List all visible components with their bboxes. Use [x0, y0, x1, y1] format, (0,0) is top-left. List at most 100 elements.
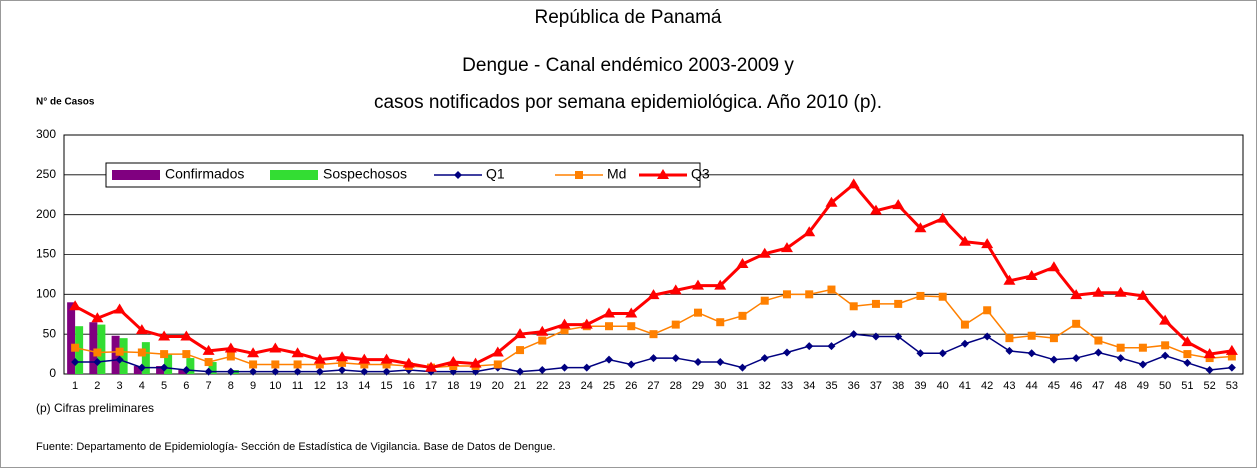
marker — [1049, 355, 1058, 364]
marker — [538, 366, 547, 375]
marker — [71, 343, 80, 352]
x-tick-label: 21 — [514, 380, 526, 392]
marker — [1027, 331, 1036, 340]
x-tick-label: 32 — [759, 380, 771, 392]
marker — [113, 303, 126, 314]
bar — [178, 370, 187, 374]
x-tick-label: 20 — [492, 380, 504, 392]
marker — [315, 367, 324, 376]
x-tick-label: 16 — [403, 380, 415, 392]
marker — [249, 360, 258, 369]
marker — [293, 360, 302, 369]
marker — [1072, 319, 1081, 328]
marker — [805, 290, 814, 299]
marker — [1005, 334, 1014, 343]
marker — [202, 344, 215, 355]
marker — [960, 339, 969, 348]
marker — [247, 347, 260, 358]
marker — [849, 302, 858, 311]
marker — [805, 342, 814, 351]
marker — [226, 352, 235, 361]
x-tick-label: 6 — [183, 380, 189, 392]
y-axis-label: N° de Casos — [36, 97, 95, 108]
x-tick-label: 34 — [803, 380, 815, 392]
marker — [693, 358, 702, 367]
x-tick-label: 2 — [94, 380, 100, 392]
marker — [825, 196, 838, 207]
marker — [380, 353, 393, 364]
marker — [1183, 350, 1192, 359]
title-line: República de Panamá — [535, 7, 722, 28]
marker — [558, 318, 571, 329]
x-tick-label: 4 — [139, 380, 145, 392]
marker — [894, 299, 903, 308]
marker — [916, 349, 925, 358]
marker — [516, 367, 525, 376]
marker — [402, 357, 415, 368]
x-tick-label: 41 — [959, 380, 971, 392]
marker — [454, 171, 462, 179]
marker — [226, 367, 235, 376]
marker — [447, 356, 460, 367]
marker — [627, 360, 636, 369]
marker — [160, 350, 169, 359]
marker — [958, 235, 971, 246]
marker — [1225, 344, 1238, 355]
x-tick-label: 26 — [625, 380, 637, 392]
marker — [981, 238, 994, 249]
bar — [164, 354, 173, 374]
marker — [1094, 336, 1103, 345]
bar — [97, 324, 106, 374]
x-tick-label: 5 — [161, 380, 167, 392]
y-tick-label: 200 — [36, 207, 56, 221]
marker — [135, 324, 148, 335]
marker — [93, 358, 102, 367]
marker — [158, 330, 171, 341]
marker — [180, 330, 193, 341]
marker — [603, 307, 616, 318]
x-tick-label: 28 — [670, 380, 682, 392]
marker — [669, 284, 682, 295]
bar — [111, 335, 120, 374]
marker — [224, 342, 237, 353]
marker — [1003, 274, 1016, 285]
bar — [133, 366, 142, 374]
marker — [760, 296, 769, 305]
legend-label: Sospechosos — [323, 166, 407, 182]
marker — [291, 347, 304, 358]
marker — [582, 363, 591, 372]
marker — [782, 290, 791, 299]
bar — [67, 302, 76, 374]
marker — [649, 354, 658, 363]
x-tick-label: 51 — [1181, 380, 1193, 392]
marker — [1227, 363, 1236, 372]
marker — [849, 330, 858, 339]
marker — [115, 355, 124, 364]
x-tick-label: 33 — [781, 380, 793, 392]
marker — [1161, 341, 1170, 350]
x-tick-label: 27 — [647, 380, 659, 392]
x-tick-label: 1 — [72, 380, 78, 392]
marker — [780, 242, 793, 253]
title-line: Dengue - Canal endémico 2003-2009 y — [462, 55, 794, 76]
source-note: Fuente: Departamento de Epidemiología- S… — [36, 441, 556, 453]
marker — [1136, 289, 1149, 300]
marker — [871, 299, 880, 308]
marker — [938, 292, 947, 301]
y-tick-label: 50 — [43, 326, 57, 340]
marker — [491, 346, 504, 357]
marker — [892, 199, 905, 210]
x-tick-label: 9 — [250, 380, 256, 392]
x-tick-label: 53 — [1226, 380, 1238, 392]
marker — [1181, 336, 1194, 347]
marker — [693, 308, 702, 317]
marker — [1092, 286, 1105, 297]
marker — [1138, 343, 1147, 352]
marker — [936, 212, 949, 223]
marker — [271, 367, 280, 376]
x-tick-label: 15 — [380, 380, 392, 392]
marker — [1116, 354, 1125, 363]
marker — [983, 332, 992, 341]
x-tick-label: 48 — [1115, 380, 1127, 392]
